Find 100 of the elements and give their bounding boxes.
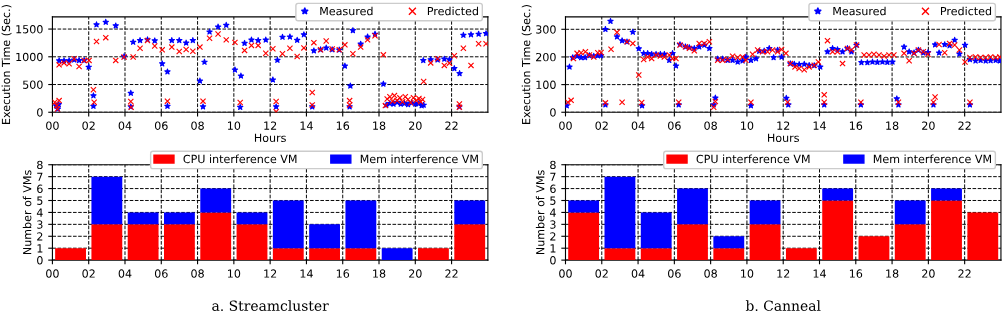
y-tick-label: 6 xyxy=(37,184,43,193)
legend-label: Measured xyxy=(833,6,886,16)
x-tick-label: 06 xyxy=(668,269,681,278)
x-tick-label: 10 xyxy=(741,121,754,130)
x-tick-label: 00 xyxy=(46,269,59,278)
bar xyxy=(309,248,340,261)
x-tick-label: 08 xyxy=(704,121,717,130)
y-tick-label: 1 xyxy=(550,244,556,253)
x-tick-label: 12 xyxy=(264,121,277,130)
x-tick-label: 02 xyxy=(595,269,608,278)
x-tick-label: 14 xyxy=(300,121,313,130)
bar xyxy=(454,200,486,225)
legend-label: Mem interference VM xyxy=(360,154,478,164)
legend-label: CPU interference VM xyxy=(696,154,810,164)
bar xyxy=(127,224,159,261)
x-tick-label: 22 xyxy=(445,269,458,278)
x-tick-label: 16 xyxy=(336,121,350,130)
x-tick-label: 02 xyxy=(595,121,608,130)
x-tick-label: 00 xyxy=(46,121,59,130)
y-axis-title: Execution Time (Sec.) xyxy=(1,5,12,124)
bar xyxy=(418,248,449,261)
y-tick-label: 0 xyxy=(550,256,556,265)
x-tick-label: 10 xyxy=(228,269,241,278)
y-tick-label: 5 xyxy=(550,196,556,205)
y-tick-label: 1000 xyxy=(16,52,43,62)
y-tick-label: 2 xyxy=(37,232,43,241)
bar xyxy=(91,224,123,261)
x-tick-label: 04 xyxy=(631,121,645,130)
x-tick-label: 22 xyxy=(958,121,971,130)
x-tick-label: 14 xyxy=(813,269,826,278)
y-tick-label: 7 xyxy=(550,172,556,181)
bar xyxy=(894,200,926,225)
x-tick-label: 12 xyxy=(264,269,277,278)
bar xyxy=(822,188,854,201)
y-tick-label: 1500 xyxy=(16,25,43,34)
y-tick-label: 8 xyxy=(37,160,43,170)
bar xyxy=(713,236,745,249)
x-tick-label: 10 xyxy=(741,269,754,278)
y-tick-label: 6 xyxy=(550,184,556,193)
x-tick-label: 02 xyxy=(82,269,95,278)
y-tick-label: 4 xyxy=(36,208,43,217)
y-tick-label: 0 xyxy=(550,108,556,117)
bar xyxy=(894,224,926,261)
x-tick-label: 16 xyxy=(849,121,863,130)
bar xyxy=(677,188,708,225)
y-tick-label: 5 xyxy=(37,196,43,205)
x-tick-label: 00 xyxy=(559,121,572,130)
bar xyxy=(568,212,600,261)
bar xyxy=(55,248,86,261)
bar xyxy=(604,176,636,249)
x-tick-label: 16 xyxy=(336,269,350,278)
y-tick-label: 0 xyxy=(37,256,43,265)
y-tick-label: 2 xyxy=(550,232,556,241)
bar xyxy=(749,224,781,261)
legend-label: CPU interference VM xyxy=(183,154,297,164)
x-tick-label: 04 xyxy=(631,269,645,278)
bar xyxy=(164,224,195,261)
bar xyxy=(381,248,413,261)
x-tick-label: 12 xyxy=(777,121,790,130)
y-tick-label: 100 xyxy=(536,80,556,89)
y-tick-label: 3 xyxy=(550,220,556,229)
bar xyxy=(345,200,377,249)
y-axis-title: Number of VMs xyxy=(22,170,32,255)
y-axis-title: Number of VMs xyxy=(535,170,545,255)
x-tick-label: 00 xyxy=(559,269,572,278)
bar xyxy=(272,248,304,261)
x-tick-label: 04 xyxy=(118,121,132,130)
bar xyxy=(640,212,672,249)
bar xyxy=(749,200,781,225)
bar xyxy=(713,248,745,261)
x-tick-label: 08 xyxy=(704,269,717,278)
bar xyxy=(200,212,232,261)
bar xyxy=(931,188,962,201)
bar xyxy=(309,224,340,249)
x-axis-title: Hours xyxy=(254,133,286,143)
y-axis-title: Execution Time (Sec.) xyxy=(521,5,532,124)
legend-label: Predicted xyxy=(427,6,478,16)
bar xyxy=(345,248,377,261)
legend-label: Measured xyxy=(320,6,373,16)
bar xyxy=(822,200,854,261)
y-tick-label: 500 xyxy=(23,80,43,89)
x-tick-label: 12 xyxy=(777,269,790,278)
text: b. Canneal xyxy=(745,300,821,311)
bar xyxy=(677,224,708,261)
y-tick-label: 7 xyxy=(37,172,43,181)
bar xyxy=(91,176,123,225)
x-tick-label: 06 xyxy=(154,269,168,278)
x-tick-label: 22 xyxy=(958,269,971,278)
y-tick-label: 0 xyxy=(37,108,43,117)
x-tick-label: 06 xyxy=(154,121,168,130)
x-tick-label: 14 xyxy=(300,269,313,278)
x-tick-label: 18 xyxy=(886,121,899,130)
text: a. Streamcluster xyxy=(212,300,329,311)
x-tick-label: 18 xyxy=(373,121,386,130)
x-tick-label: 04 xyxy=(118,269,132,278)
x-tick-label: 14 xyxy=(813,121,826,130)
bar xyxy=(454,224,486,261)
bar xyxy=(931,200,962,261)
x-tick-label: 18 xyxy=(373,269,386,278)
y-tick-label: 300 xyxy=(536,25,556,34)
